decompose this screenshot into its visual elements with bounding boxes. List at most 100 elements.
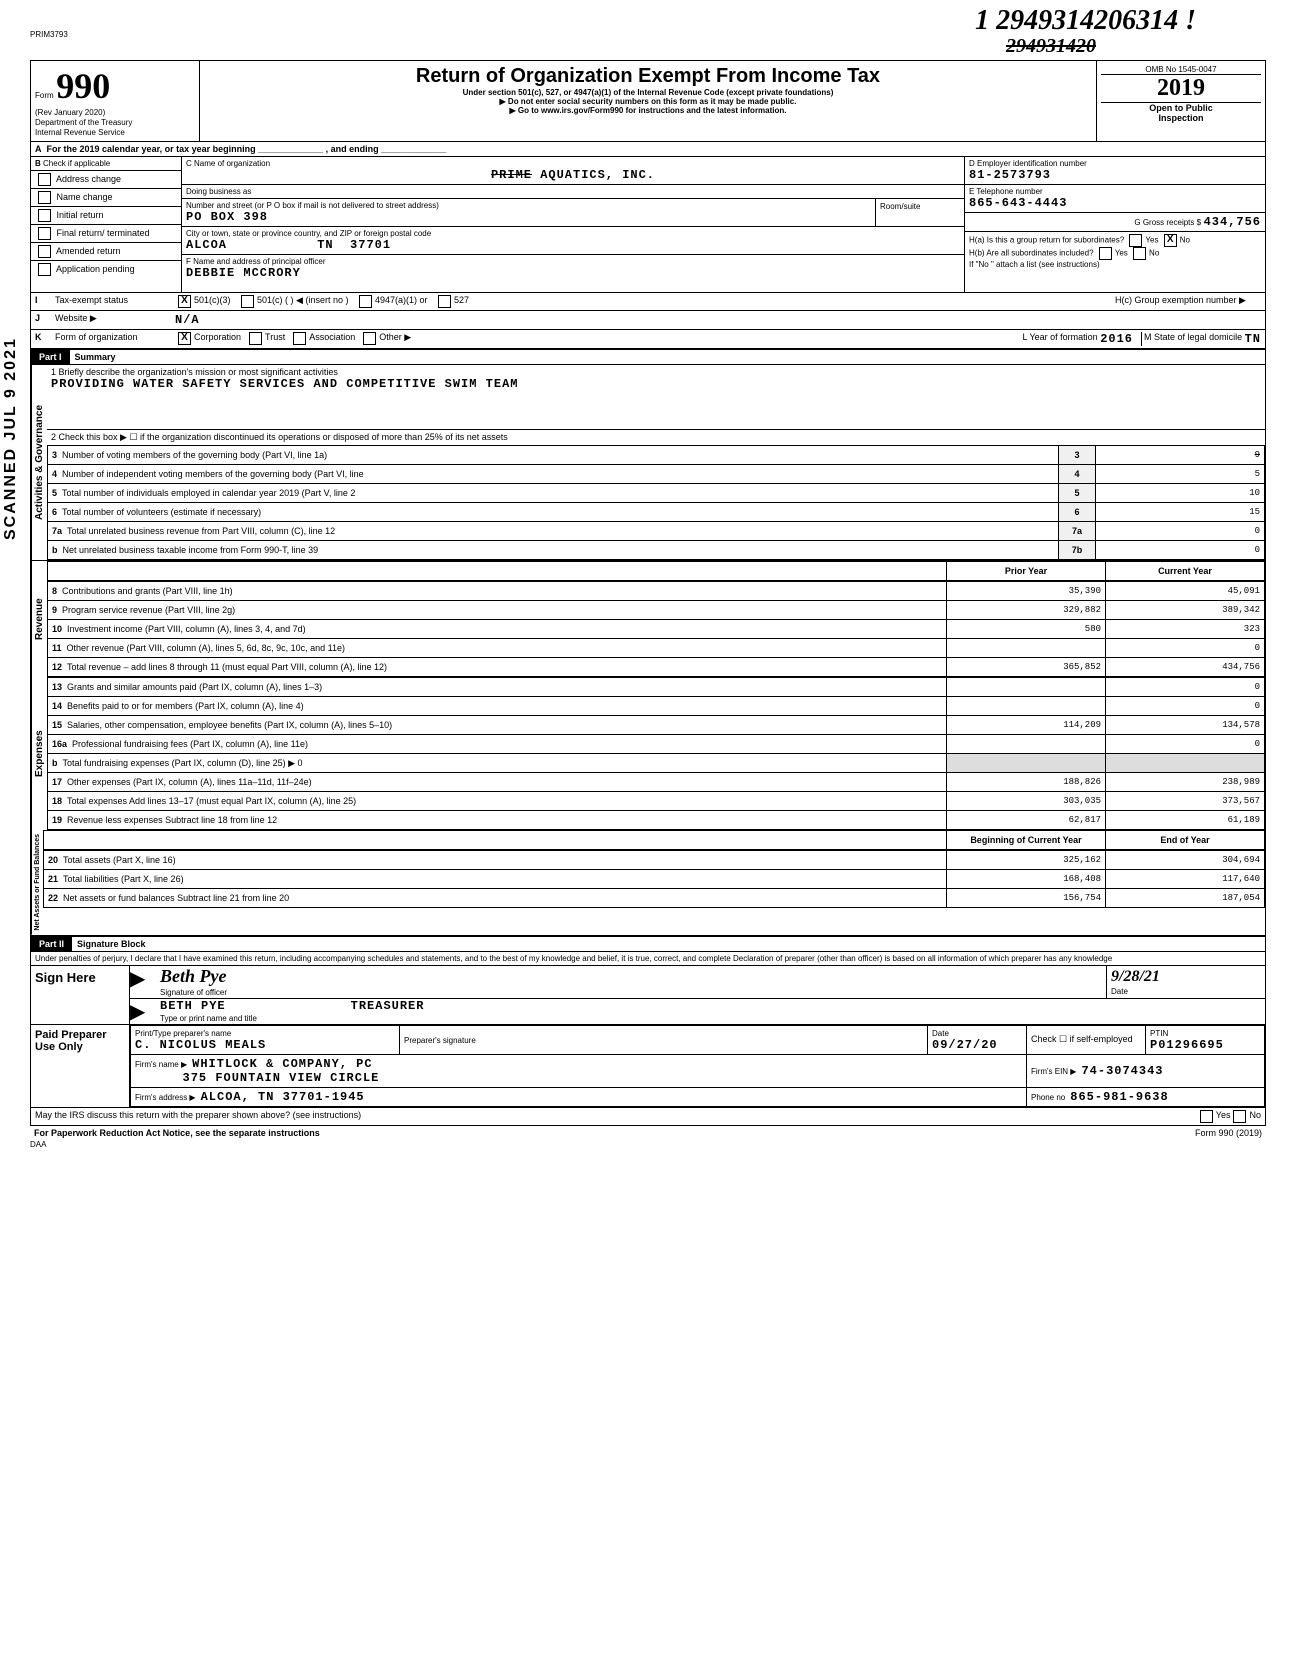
cb-501c[interactable]: [241, 295, 254, 308]
na-col2: End of Year: [1106, 831, 1265, 850]
part1-hdr: Part I: [31, 350, 70, 364]
p-c5: PTIN: [1150, 1029, 1168, 1038]
cb-hb-no[interactable]: [1133, 247, 1146, 260]
website: N/A: [175, 313, 200, 327]
addr1: 375 FOUNTAIN VIEW CIRCLE: [183, 1071, 380, 1085]
l-val: 2016: [1100, 332, 1133, 346]
i-opt0: 501(c)(3): [194, 295, 231, 308]
firm-ein: 74-3074343: [1081, 1064, 1163, 1078]
f-lbl: F Name and address of principal officer: [186, 257, 960, 266]
k-opt1: Trust: [265, 332, 285, 346]
cb-4947[interactable]: [359, 295, 372, 308]
street: PO BOX 398: [186, 210, 871, 224]
cb-pending[interactable]: [38, 263, 51, 276]
vlabel-na: Net Assets or Fund Balances: [31, 830, 43, 935]
ptin: P01296695: [1150, 1038, 1224, 1052]
date-lbl: Date: [1111, 987, 1128, 996]
opt-address: Address change: [56, 174, 121, 184]
cb-address[interactable]: [38, 173, 51, 186]
cb-final[interactable]: [38, 227, 51, 240]
cb-501c3[interactable]: X: [178, 295, 191, 308]
j-lbl: Website ▶: [55, 313, 175, 327]
form-number: 990: [56, 66, 110, 106]
sig-scrawl: Beth Pye: [160, 966, 226, 986]
i-lbl: Tax-exempt status: [55, 295, 175, 308]
omb: OMB No 1545-0047: [1101, 65, 1261, 75]
opt-amended: Amended return: [56, 246, 121, 256]
yes2: Yes: [1115, 249, 1128, 258]
part2-hdr: Part II: [31, 937, 72, 951]
sub2: ▶ Do not enter social security numbers o…: [208, 97, 1088, 106]
addr-lbl: Firm's address ▶: [135, 1093, 196, 1102]
i-opt1: 501(c) ( ) ◀ (insert no ): [257, 295, 348, 308]
paid-hdr: Paid Preparer Use Only: [31, 1025, 130, 1107]
c-name-lbl: C Name of organization: [186, 159, 960, 168]
no2: No: [1149, 249, 1159, 258]
k-opt2: Association: [309, 332, 355, 346]
line-a-text: For the 2019 calendar year, or tax year …: [47, 144, 447, 154]
no: No: [1180, 236, 1190, 245]
handwritten-id: 1 2949314206314 !: [975, 5, 1196, 37]
l1-lbl: 1 Briefly describe the organization's mi…: [51, 367, 338, 377]
cb-corp[interactable]: X: [178, 332, 191, 345]
cb-initial[interactable]: [38, 209, 51, 222]
name-lbl: Type or print name and title: [160, 1014, 257, 1023]
prep-date: 09/27/20: [932, 1038, 998, 1052]
part2-title: Signature Block: [77, 939, 146, 949]
sig-date: 9/28/21: [1111, 968, 1160, 985]
cb-assoc[interactable]: [293, 332, 306, 345]
firm-lbl: Firm's name ▶: [135, 1060, 187, 1069]
h-note: If "No " attach a list (see instructions…: [969, 260, 1261, 269]
sig-lbl: Signature of officer: [160, 988, 227, 997]
handwritten-id2: 294931420: [1006, 35, 1096, 58]
ein-lbl: Firm's EIN ▶: [1031, 1067, 1076, 1076]
part1-title: Summary: [75, 352, 116, 362]
org-name: AQUATICS, INC.: [540, 168, 655, 182]
sub3: ▶ Go to www.irs.gov/Form990 for instruct…: [208, 106, 1088, 115]
perjury: Under penalties of perjury, I declare th…: [30, 952, 1266, 966]
yes: Yes: [1145, 236, 1158, 245]
opt-final: Final return/ terminated: [57, 228, 150, 238]
p-c4: Check ☐ if self-employed: [1027, 1025, 1146, 1054]
p-c2: Preparer's signature: [404, 1036, 476, 1045]
tax-year: 2019: [1101, 75, 1261, 103]
addr2: ALCOA, TN 37701-1945: [201, 1090, 365, 1104]
firm-phone: 865-981-9638: [1070, 1090, 1168, 1104]
open: Open to Public: [1101, 103, 1261, 113]
cb-other[interactable]: [363, 332, 376, 345]
gross: 434,756: [1204, 215, 1261, 229]
insp: Inspection: [1101, 113, 1261, 123]
cb-amended[interactable]: [38, 245, 51, 258]
p-c1: Print/Type preparer's name: [135, 1029, 231, 1038]
form990: Form 990 (2019): [1195, 1128, 1262, 1138]
form-label: Form: [35, 91, 54, 100]
cb-hb-yes[interactable]: [1099, 247, 1112, 260]
cb-ha-no[interactable]: X: [1164, 234, 1177, 247]
cb-name[interactable]: [38, 191, 51, 204]
hb: H(b) Are all subordinates included?: [969, 249, 1094, 258]
form-code: PRIM3793: [30, 30, 68, 39]
room-lbl: Room/suite: [880, 202, 920, 211]
ha: H(a) Is this a group return for subordin…: [969, 236, 1124, 245]
sign-here: Sign Here: [31, 966, 130, 1024]
cb-discuss-no[interactable]: [1233, 1110, 1246, 1123]
vlabel-exp: Expenses: [31, 677, 47, 830]
fy: Yes: [1216, 1110, 1231, 1123]
m-val: TN: [1245, 332, 1261, 346]
py-hdr: Prior Year: [947, 562, 1106, 581]
cb-ha-yes[interactable]: [1129, 234, 1142, 247]
na-col1: Beginning of Current Year: [947, 831, 1106, 850]
check-label: Check if applicable: [43, 159, 110, 168]
opt-name: Name change: [57, 192, 113, 202]
daa: DAA: [30, 1140, 1266, 1149]
discuss: May the IRS discuss this return with the…: [35, 1110, 361, 1123]
hc: H(c) Group exemption number ▶: [1115, 295, 1246, 308]
cb-trust[interactable]: [249, 332, 262, 345]
l-lbl: L Year of formation: [1022, 332, 1097, 346]
fn: No: [1249, 1110, 1261, 1123]
cb-discuss-yes[interactable]: [1200, 1110, 1213, 1123]
cb-527[interactable]: [438, 295, 451, 308]
irs: Internal Revenue Service: [35, 128, 125, 137]
street-lbl: Number and street (or P O box if mail is…: [186, 201, 871, 210]
k-opt3: Other ▶: [379, 332, 411, 346]
